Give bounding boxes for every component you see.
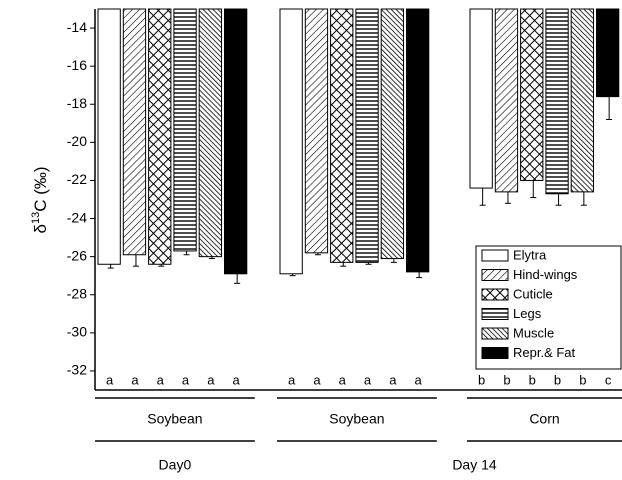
day-label: Day0	[159, 457, 192, 473]
legend-swatch	[481, 269, 509, 281]
y-tick-label: -20	[67, 133, 87, 149]
letter: b	[554, 372, 561, 387]
y-tick-label: -28	[67, 285, 87, 301]
bar	[520, 8, 544, 181]
y-tick-label: -30	[67, 324, 87, 340]
y-label-sup: 13	[30, 212, 42, 224]
y-tick-label: -16	[67, 57, 87, 73]
bar	[330, 8, 354, 263]
y-label-suffix: C (‰)	[31, 166, 50, 211]
legend-label: Repr.& Fat	[513, 345, 576, 360]
letter: b	[579, 372, 586, 387]
y-tick-label: -32	[67, 362, 87, 378]
bar	[279, 8, 303, 275]
letter: a	[288, 372, 296, 387]
legend-swatch	[481, 308, 509, 320]
bar	[97, 8, 121, 265]
letter: a	[182, 372, 190, 387]
letter: a	[364, 372, 372, 387]
bar	[406, 8, 430, 273]
letter: a	[415, 372, 423, 387]
bar	[380, 8, 405, 260]
bar	[148, 8, 172, 265]
legend-swatch	[481, 347, 509, 359]
y-tick-label: -18	[67, 95, 87, 111]
y-tick-label: -26	[67, 247, 87, 263]
letter: a	[389, 372, 397, 387]
y-tick-label: -14	[67, 19, 87, 35]
y-tick-label: -22	[67, 171, 87, 187]
letter: b	[529, 372, 536, 387]
letter: a	[313, 372, 321, 387]
letter: a	[157, 372, 165, 387]
legend-swatch	[481, 288, 509, 301]
legend-label: Cuticle	[513, 286, 553, 301]
bar	[545, 8, 569, 195]
bar	[122, 8, 147, 256]
letter: a	[233, 372, 241, 387]
legend-label: Muscle	[513, 325, 554, 340]
letter: c	[605, 372, 612, 387]
legend-label: Hind-wings	[513, 267, 578, 282]
bar	[596, 8, 620, 98]
day-label: Day 14	[452, 457, 497, 473]
bar	[494, 8, 519, 193]
category-label: Soybean	[329, 411, 384, 427]
letter: a	[131, 372, 139, 387]
y-tick-label: -24	[67, 209, 87, 225]
bar	[355, 8, 379, 263]
letter: a	[106, 372, 114, 387]
bar	[224, 8, 248, 275]
bar	[469, 8, 493, 189]
letter: a	[339, 372, 347, 387]
letter: b	[478, 372, 485, 387]
bar	[173, 8, 197, 252]
legend-label: Elytra	[513, 247, 547, 262]
legend-swatch	[481, 327, 509, 340]
bar	[570, 8, 595, 193]
category-label: Corn	[529, 411, 559, 427]
letter: a	[207, 372, 215, 387]
bar	[304, 8, 329, 254]
y-axis-label: δ13C (‰)	[30, 166, 51, 233]
legend-swatch	[481, 249, 509, 262]
letter: b	[503, 372, 510, 387]
category-label: Soybean	[147, 411, 202, 427]
legend-label: Legs	[513, 306, 542, 321]
y-label-prefix: δ	[31, 224, 50, 233]
bar	[198, 8, 222, 258]
